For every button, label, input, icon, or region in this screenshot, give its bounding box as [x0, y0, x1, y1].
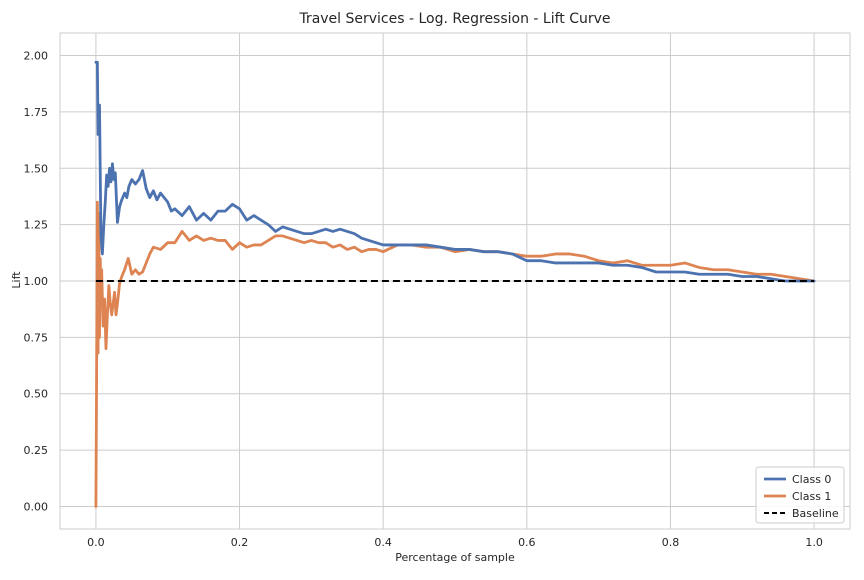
x-tick-label: 0.0	[87, 536, 105, 549]
y-tick-label: 1.75	[24, 106, 49, 119]
y-tick-label: 2.00	[24, 50, 49, 63]
series-line-class-0	[94, 60, 816, 283]
x-tick-label: 0.6	[518, 536, 536, 549]
y-tick-label: 0.00	[24, 500, 49, 513]
x-tick-label: 1.0	[805, 536, 823, 549]
y-tick-label: 1.00	[24, 275, 49, 288]
y-tick-label: 0.50	[24, 388, 49, 401]
y-tick-label: 1.25	[24, 219, 49, 232]
y-tick-label: 0.75	[24, 331, 49, 344]
x-axis-label: Percentage of sample	[395, 551, 515, 564]
series-lines	[94, 60, 816, 508]
legend-box	[755, 466, 845, 524]
y-tick-label: 0.25	[24, 444, 49, 457]
plot-frame	[59, 32, 851, 530]
x-tick-label: 0.8	[662, 536, 680, 549]
chart-title: Travel Services - Log. Regression - Lift…	[298, 11, 610, 27]
series-line-class-1	[94, 200, 816, 508]
legend-label: Baseline	[792, 507, 839, 520]
x-tick-label: 0.2	[231, 536, 249, 549]
legend-label: Class 0	[792, 473, 831, 486]
legend: Class 0 Class 1 Baseline	[755, 466, 845, 524]
y-tick-label: 1.50	[24, 162, 49, 175]
x-tick-label: 0.4	[374, 536, 392, 549]
y-axis-label: Lift	[10, 271, 23, 289]
axis-ticks: 0.0 0.2 0.4 0.6 0.8 1.0 0.00 0.25 0.50 0.75 1.00 1.…	[24, 50, 823, 549]
legend-label: Class 1	[792, 490, 831, 503]
